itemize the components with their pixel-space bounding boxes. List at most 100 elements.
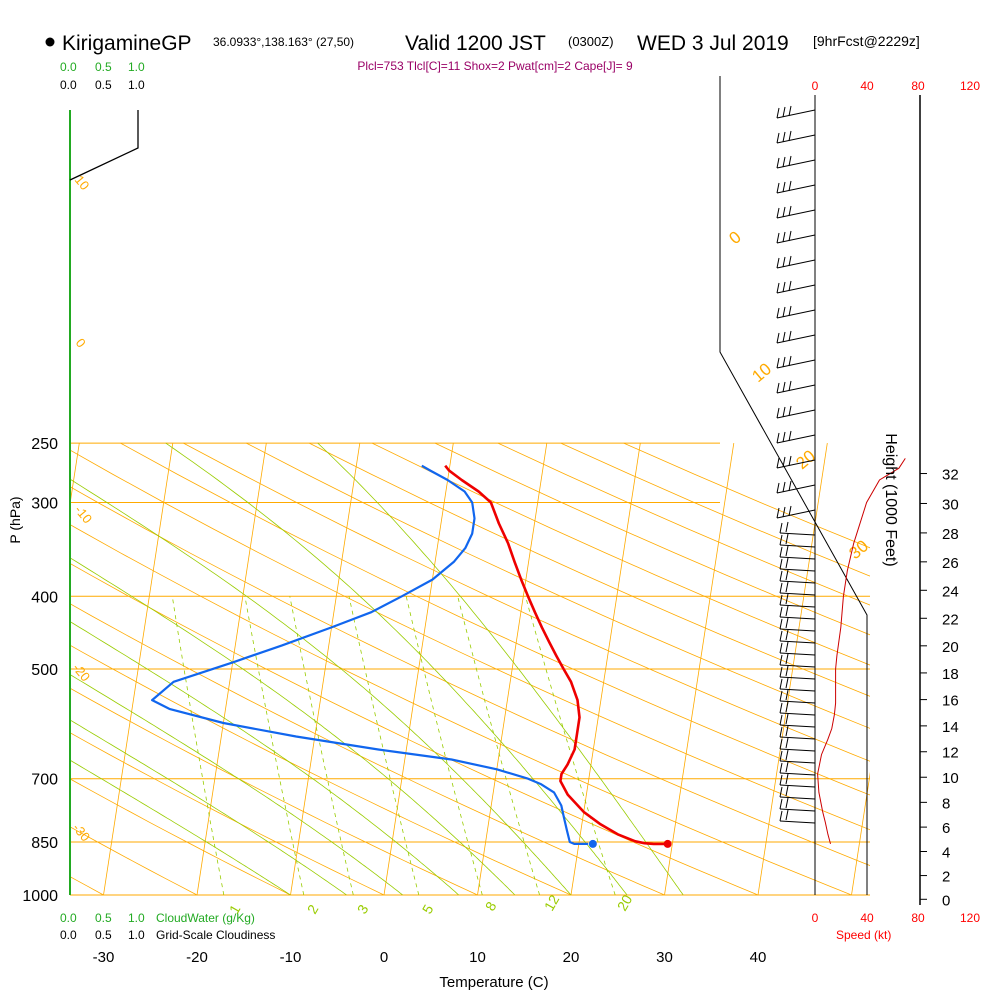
dry-adiabat-label: 10 bbox=[72, 172, 93, 193]
height-tick-label: 30 bbox=[942, 496, 959, 513]
cloudwater-scale-top: 0.0 0.5 1.0 0.0 0.5 1.0 bbox=[60, 60, 145, 92]
wind-barb bbox=[779, 772, 816, 776]
pressure-tick-label: 250 bbox=[31, 436, 58, 453]
height-tick-label: 18 bbox=[942, 666, 959, 683]
wind-barb-flag bbox=[782, 481, 786, 493]
chart-header: KirigamineGP 36.0933°,138.163° (27,50) V… bbox=[45, 32, 920, 73]
wind-barb bbox=[779, 616, 816, 620]
cloudwater-scale-bottom: 0.0 0.5 1.0 CloudWater (g/Kg) 0.0 0.5 1.… bbox=[60, 911, 275, 942]
wind-barb bbox=[779, 736, 816, 740]
stability-indices: Plcl=753 Tlcl[C]=11 Shox=2 Pwat[cm]=2 Ca… bbox=[357, 59, 633, 73]
valid-date: WED 3 Jul 2019 bbox=[637, 32, 789, 55]
wind-barb-flag bbox=[785, 521, 789, 533]
wind-barb-flag bbox=[788, 130, 792, 142]
height-tick-label: 10 bbox=[942, 770, 959, 787]
wind-barb-flag bbox=[776, 432, 780, 444]
speed-tick: 80 bbox=[911, 911, 925, 925]
isotherm-lines bbox=[70, 443, 870, 895]
pressure-tick-label: 1000 bbox=[22, 888, 58, 905]
height-tick-label: 22 bbox=[942, 611, 959, 628]
wind-barb-flag bbox=[776, 182, 780, 194]
wind-barb-flag bbox=[788, 430, 792, 442]
wind-barb-flag bbox=[776, 207, 780, 219]
dry-adiabat-line bbox=[434, 442, 870, 636]
moist-adiabat-line bbox=[317, 442, 684, 895]
forecast-info: [9hrFcst@2229z] bbox=[813, 33, 920, 49]
temperature-tick-label: 10 bbox=[469, 949, 486, 966]
wind-barb-flag bbox=[788, 205, 792, 217]
pressure-axis: 250 300 400 500 700 850 1000 bbox=[22, 436, 58, 905]
wind-barb-flag bbox=[782, 406, 786, 418]
wind-barb-flag bbox=[788, 505, 792, 517]
isotherm-line bbox=[196, 443, 267, 895]
dry-adiabat-line bbox=[120, 442, 870, 796]
height-tick-label: 14 bbox=[942, 719, 959, 736]
speed-scale-bottom: 0 40 80 120 Speed (kt) bbox=[812, 911, 981, 942]
mixing-ratio-label: 2 bbox=[304, 902, 322, 917]
wind-barb-flag bbox=[785, 785, 789, 797]
cloudiness-tick: 1.0 bbox=[128, 928, 145, 942]
wind-barb-flag bbox=[779, 762, 783, 774]
wind-barb-flag bbox=[779, 570, 783, 582]
mixing-ratio-line bbox=[348, 596, 420, 895]
moist-adiabat-line bbox=[165, 442, 628, 895]
wind-barb bbox=[779, 628, 816, 632]
wind-barb-flag bbox=[779, 582, 783, 594]
wind-barb-flag bbox=[779, 594, 783, 606]
isobar-lines bbox=[70, 442, 870, 896]
wind-barb-flag bbox=[776, 482, 780, 494]
x-axis-title: Temperature (C) bbox=[439, 974, 548, 991]
moist-adiabat-line bbox=[70, 557, 516, 895]
moist-adiabat-line bbox=[70, 759, 291, 895]
speed-tick: 80 bbox=[911, 79, 925, 93]
temperature-tick-label: 30 bbox=[656, 949, 673, 966]
wind-barb-flag bbox=[779, 774, 783, 786]
isotherm-label: 0 bbox=[725, 227, 744, 248]
moist-adiabat-line bbox=[70, 478, 572, 895]
wind-barb-flag bbox=[785, 773, 789, 785]
wind-barb-flag bbox=[776, 307, 780, 319]
height-tick-label: 8 bbox=[942, 795, 950, 812]
y2-axis-title: Height (1000 Feet) bbox=[882, 433, 899, 566]
wind-barb bbox=[779, 820, 816, 824]
surface-temperature-point bbox=[663, 839, 672, 848]
speed-label: Speed (kt) bbox=[836, 928, 891, 942]
wind-barb-flag bbox=[782, 431, 786, 443]
wind-barb-flag bbox=[779, 546, 783, 558]
mixing-ratio-line bbox=[525, 596, 616, 895]
wind-barb-flag bbox=[785, 797, 789, 809]
temperature-tick-label: 20 bbox=[563, 949, 580, 966]
isotherm-line bbox=[103, 443, 174, 895]
pressure-tick-label: 850 bbox=[31, 835, 58, 852]
dry-adiabat-line bbox=[309, 442, 870, 697]
wind-barb bbox=[779, 532, 816, 536]
wind-barb-flag bbox=[782, 131, 786, 143]
wind-barb-flag bbox=[788, 355, 792, 367]
mixing-ratio-line bbox=[244, 596, 305, 895]
wind-barb-flag bbox=[788, 405, 792, 417]
wind-barb-flag bbox=[782, 206, 786, 218]
speed-scale-top: 0 40 80 120 bbox=[812, 79, 981, 93]
wind-barb-flag bbox=[785, 545, 789, 557]
pressure-tick-label: 400 bbox=[31, 589, 58, 606]
mixing-ratio-label: 20 bbox=[614, 892, 636, 914]
height-tick-label: 20 bbox=[942, 639, 959, 656]
dry-adiabat-line bbox=[70, 778, 292, 895]
temperature-axis: -30 -20 -10 0 10 20 30 40 bbox=[93, 949, 767, 966]
height-tick-label: 12 bbox=[942, 745, 959, 762]
mixing-ratio-label: 5 bbox=[419, 902, 437, 917]
wind-barb-flag bbox=[776, 157, 780, 169]
wind-barb-flag bbox=[788, 455, 792, 467]
speed-tick: 120 bbox=[960, 79, 980, 93]
wind-barb-flag bbox=[779, 738, 783, 750]
isotherm-label: 30 bbox=[845, 536, 872, 563]
cloudiness-tick: 0.5 bbox=[95, 928, 112, 942]
wind-barb-flag bbox=[785, 809, 789, 821]
height-tick-label: 32 bbox=[942, 467, 959, 484]
pressure-tick-label: 700 bbox=[31, 772, 58, 789]
moist-adiabat-line bbox=[70, 719, 347, 895]
moist-adiabat-line bbox=[70, 621, 460, 895]
surface-dewpoint-point bbox=[588, 839, 597, 848]
wind-barb-flag bbox=[785, 569, 789, 581]
